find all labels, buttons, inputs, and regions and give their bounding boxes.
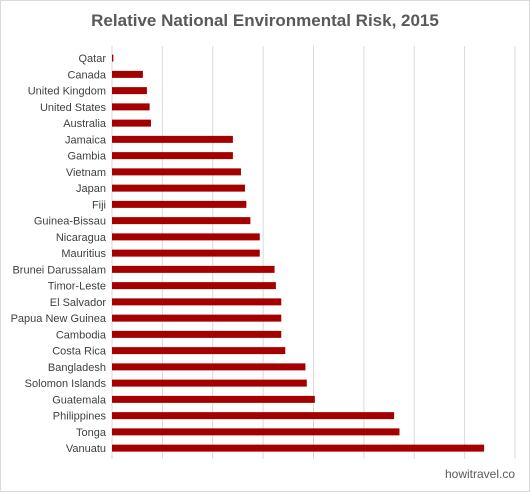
bar-gambia [112, 152, 233, 160]
bar-vietnam [112, 168, 241, 176]
bar-brunei-darussalam [112, 265, 275, 273]
bar-guatemala [112, 395, 315, 403]
category-label: Qatar [78, 53, 106, 65]
category-label: United States [40, 102, 107, 114]
category-label: Mauritius [61, 248, 106, 260]
category-label: Vietnam [66, 167, 106, 179]
bar-australia [112, 119, 151, 127]
category-label: Canada [67, 69, 106, 81]
bar-united-kingdom [112, 87, 147, 95]
bar-philippines [112, 412, 395, 420]
bar-solomon-islands [112, 379, 307, 387]
bar-nicaragua [112, 233, 260, 241]
bar-japan [112, 184, 245, 192]
category-label: Papua New Guinea [11, 313, 107, 325]
bar-cambodia [112, 330, 282, 338]
bar-costa-rica [112, 347, 286, 355]
category-label: Nicaragua [56, 232, 107, 244]
category-label: Cambodia [56, 329, 107, 341]
category-label: El Salvador [50, 297, 107, 309]
bar-tonga [112, 428, 400, 436]
category-label: Vanuatu [66, 443, 106, 455]
category-label: Gambia [67, 151, 106, 163]
category-label: United Kingdom [28, 86, 106, 98]
bar-qatar [112, 54, 114, 62]
category-label: Bangladesh [48, 362, 106, 374]
chart-title: Relative National Environmental Risk, 20… [91, 11, 439, 30]
category-label: Solomon Islands [25, 378, 107, 390]
category-label: Fiji [92, 199, 106, 211]
category-label: Brunei Darussalam [12, 264, 106, 276]
bar-canada [112, 70, 143, 78]
category-label: Australia [63, 118, 107, 130]
bar-bangladesh [112, 363, 306, 371]
watermark-text: howitravel.co [444, 467, 515, 481]
bar-el-salvador [112, 298, 282, 306]
bar-fiji [112, 200, 247, 208]
bar-guinea-bissau [112, 217, 251, 225]
bar-united-states [112, 103, 150, 111]
category-label: Timor-Leste [48, 281, 106, 293]
category-label: Guinea-Bissau [34, 216, 106, 228]
category-label: Japan [76, 183, 106, 195]
category-label: Costa Rica [52, 346, 107, 358]
category-label: Jamaica [65, 134, 107, 146]
bar-jamaica [112, 135, 233, 143]
category-label: Guatemala [52, 394, 107, 406]
bar-timor-leste [112, 282, 276, 290]
bar-papua-new-guinea [112, 314, 282, 322]
bar-vanuatu [112, 444, 485, 452]
bar-mauritius [112, 249, 260, 257]
category-label: Philippines [53, 411, 107, 423]
category-label: Tonga [76, 427, 107, 439]
